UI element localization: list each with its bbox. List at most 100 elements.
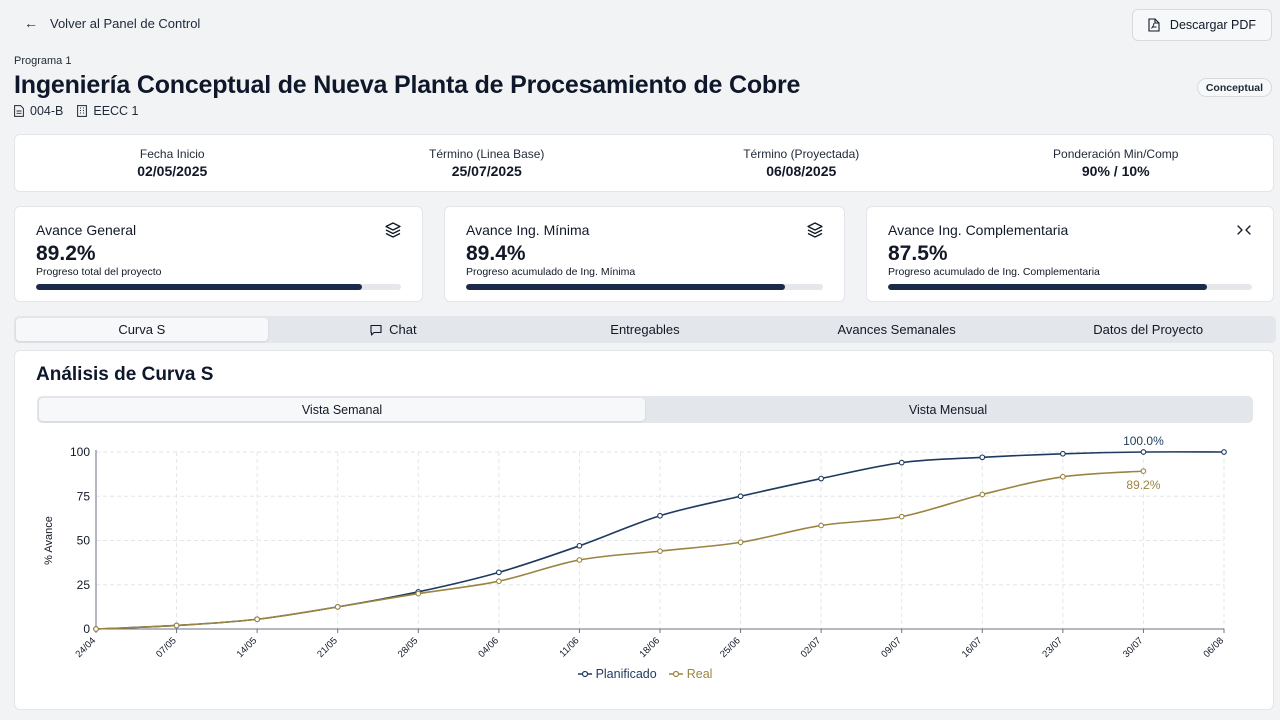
pdf-file-icon — [1148, 18, 1160, 32]
chat-icon — [370, 324, 382, 336]
monthly-view-button[interactable]: Vista Mensual — [908, 402, 988, 417]
arrow-left-icon: ← — [24, 15, 38, 31]
legend-item-actual[interactable]: Real — [668, 667, 713, 681]
x-tick-label: 11/06 — [557, 635, 581, 659]
data-point-actual — [737, 539, 744, 546]
kpi-title: Avance Ing. Complementaria — [888, 222, 1069, 238]
data-point-actual — [1060, 473, 1066, 480]
building-icon — [77, 105, 88, 117]
collapse-icon — [1235, 221, 1253, 242]
tab-entregables[interactable]: Entregables — [519, 318, 771, 341]
actual-end-label: 89.2% — [1126, 478, 1160, 492]
kpi-progress-bar — [466, 284, 823, 290]
chart-legend: Planificado Real — [15, 667, 1275, 681]
series-line-actual — [95, 470, 1144, 630]
date-baseline-end: Término (Linea Base) 25/07/2025 — [330, 135, 645, 191]
tab-chat[interactable]: Chat — [268, 318, 520, 341]
top-bar: ← Volver al Panel de Control Descargar P… — [0, 0, 1280, 50]
data-point-planned — [1060, 450, 1066, 457]
planned-end-label: 100.0% — [1123, 434, 1164, 448]
data-point-planned — [737, 493, 744, 500]
legend-item-planned[interactable]: Planificado — [577, 667, 657, 681]
y-tick-label: 75 — [77, 489, 91, 503]
project-code: 004-B — [14, 104, 63, 118]
data-point-planned — [657, 512, 663, 519]
x-tick-label: 04/06 — [476, 635, 501, 660]
legend-planned-label: Planificado — [595, 667, 657, 681]
project-meta: 004-B EECC 1 — [14, 104, 147, 118]
x-tick-label: 23/07 — [1040, 635, 1065, 660]
data-point-planned — [496, 569, 502, 576]
phase-badge: Conceptual — [1196, 78, 1272, 97]
x-tick-label: 09/07 — [879, 635, 904, 660]
date-baseline-end-value: 25/07/2025 — [451, 163, 522, 179]
back-link-label: Volver al Panel de Control — [50, 15, 201, 31]
contract-code-text: EECC 1 — [93, 104, 139, 118]
x-tick-label: 07/05 — [154, 635, 179, 660]
data-point-actual — [1140, 468, 1147, 474]
kpi-card-complementary: Avance Ing. Complementaria 87.5% Progres… — [866, 206, 1274, 302]
data-point-planned — [1221, 449, 1227, 455]
kpi-card-minimum: Avance Ing. Mínima 89.4% Progreso acumul… — [444, 206, 845, 302]
kpi-value: 89.2% — [36, 242, 96, 265]
date-projected-end-label: Término (Proyectada) — [743, 147, 860, 161]
kpi-card-general: Avance General 89.2% Progreso total del … — [14, 206, 423, 302]
chart-section-title: Análisis de Curva S — [36, 364, 214, 385]
tab-curva-s[interactable]: Curva S — [16, 318, 268, 341]
tab-label: Avances Semanales — [837, 322, 956, 337]
kpi-progress-bar — [36, 284, 401, 290]
date-projected-end: Término (Proyectada) 06/08/2025 — [644, 135, 959, 191]
project-code-text: 004-B — [30, 104, 64, 118]
tab-label: Chat — [389, 322, 417, 337]
data-point-actual — [818, 522, 824, 529]
view-toggle: Vista Semanal Vista Mensual — [37, 396, 1253, 423]
weekly-view-button[interactable]: Vista Semanal — [39, 398, 645, 421]
date-start-label: Fecha Inicio — [139, 147, 205, 161]
x-tick-label: 16/07 — [960, 635, 985, 660]
s-curve-card: 0 25 50 75 100 24/04 07/05 14/05 21/05 28/05 04/06… — [14, 350, 1274, 710]
x-tick-label: 02/07 — [799, 635, 824, 660]
y-axis-label: % Avance — [43, 516, 55, 565]
tab-label: Datos del Proyecto — [1093, 322, 1204, 337]
date-start: Fecha Inicio 02/05/2025 — [15, 135, 330, 191]
y-tick-label: 0 — [83, 622, 90, 636]
section-tabs: Curva S Chat Entregables Avances Semanal… — [14, 316, 1276, 343]
kpi-title: Avance General — [36, 222, 137, 238]
x-tick-label: 06/08 — [1202, 635, 1227, 660]
data-point-actual — [254, 616, 260, 623]
tab-label: Entregables — [610, 322, 680, 337]
x-tick-label: 28/05 — [396, 635, 421, 660]
legend-actual-marker — [668, 670, 683, 678]
kpi-subtitle: Progreso acumulado de Ing. Mínima — [466, 266, 636, 278]
kpi-progress-fill — [888, 284, 1207, 290]
kpi-subtitle: Progreso acumulado de Ing. Complementari… — [888, 266, 1100, 278]
layers-icon — [806, 221, 824, 242]
layers-icon — [384, 221, 402, 242]
contract-code: EECC 1 — [77, 104, 139, 118]
kpi-progress-fill — [466, 284, 786, 290]
kpi-progress-fill — [36, 284, 362, 290]
data-point-actual — [657, 548, 663, 554]
tab-datos-proyecto[interactable]: Datos del Proyecto — [1022, 318, 1274, 341]
data-point-actual — [576, 557, 583, 563]
data-point-planned — [898, 459, 905, 466]
s-curve-chart: 0 25 50 75 100 24/04 07/05 14/05 21/05 28/05 04/06… — [43, 434, 1227, 660]
page-title: Ingeniería Conceptual de Nueva Planta de… — [14, 71, 801, 99]
back-to-dashboard-link[interactable]: ← Volver al Panel de Control — [24, 15, 200, 31]
x-tick-label: 25/06 — [718, 635, 743, 660]
data-point-planned — [818, 475, 824, 482]
data-point-actual — [173, 622, 180, 629]
weighting: Ponderación Min/Comp 90% / 10% — [959, 135, 1274, 191]
x-tick-label: 21/05 — [315, 635, 340, 660]
x-tick-label: 30/07 — [1121, 635, 1146, 660]
data-point-planned — [1140, 449, 1147, 455]
legend-actual-label: Real — [686, 667, 713, 681]
data-point-actual — [415, 590, 422, 597]
download-pdf-button[interactable]: Descargar PDF — [1132, 9, 1272, 41]
data-point-actual — [898, 513, 905, 520]
x-tick-label: 24/04 — [74, 635, 99, 660]
data-point-actual — [334, 604, 341, 610]
y-tick-label: 50 — [77, 534, 91, 548]
tab-avances-semanales[interactable]: Avances Semanales — [771, 318, 1023, 341]
data-point-planned — [979, 454, 986, 461]
